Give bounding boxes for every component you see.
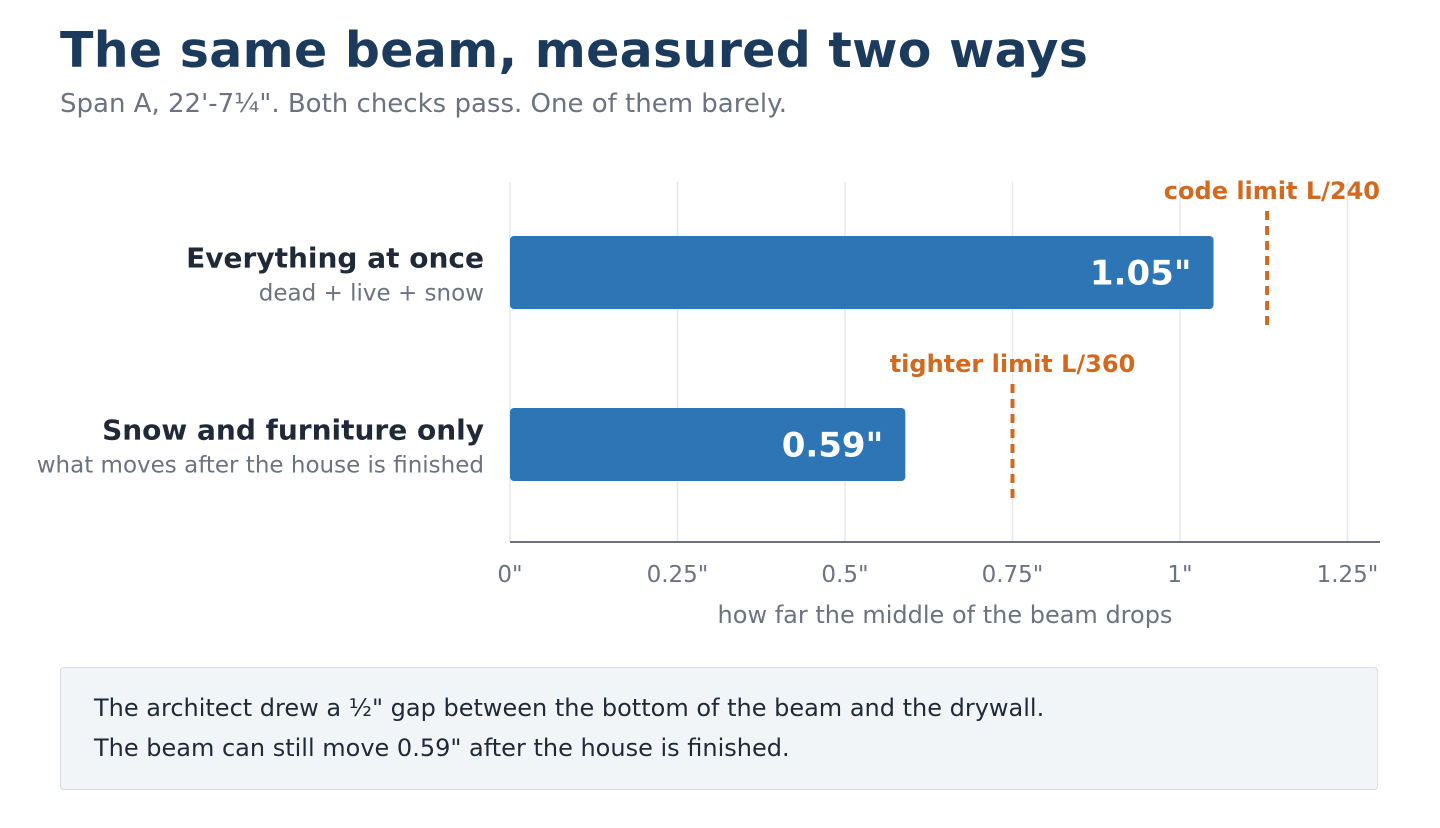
bar-1: [510, 408, 906, 481]
note-line-2: The beam can still move 0.59" after the …: [94, 734, 790, 762]
note-box: The architect drew a ½" gap between the …: [60, 667, 1378, 790]
bar-0: [510, 236, 1214, 309]
x-axis-title: how far the middle of the beam drops: [718, 601, 1173, 629]
x-tick-label-3: 0.75": [982, 562, 1044, 588]
category-labels: Everything at once dead + live + snow Snow…: [37, 242, 484, 479]
chart-title: The same beam, measured two ways: [60, 22, 1089, 79]
limit-label-1: tighter limit L/360: [890, 350, 1136, 378]
note-line-1: The architect drew a ½" gap between the …: [94, 694, 1045, 722]
x-tick-label-5: 1.25": [1317, 562, 1379, 588]
deflection-bar-chart: 1.05" 0.59" code limit L/240 tighter limit…: [37, 177, 1380, 629]
category-sublabel-0: dead + live + snow: [259, 281, 484, 307]
x-tick-label-4: 1": [1167, 562, 1192, 588]
x-tick-label-0: 0": [497, 562, 522, 588]
category-label-1: Snow and furniture only: [102, 414, 484, 447]
bars: 1.05" 0.59": [510, 236, 1214, 481]
bar-value-label-0: 1.05": [1090, 254, 1192, 294]
limit-markers: code limit L/240 tighter limit L/360: [890, 177, 1380, 502]
x-tick-label-1: 0.25": [647, 562, 709, 588]
category-label-0: Everything at once: [186, 242, 484, 275]
limit-label-0: code limit L/240: [1164, 177, 1380, 205]
bar-value-label-1: 0.59": [782, 426, 884, 466]
x-tick-label-2: 0.5": [821, 562, 868, 588]
x-axis: 0" 0.25" 0.5" 0.75" 1" 1.25" how far the middl…: [497, 541, 1380, 629]
category-sublabel-1: what moves after the house is finished: [37, 453, 484, 479]
chart-subtitle: Span A, 22'-7¼". Both checks pass. One o…: [60, 89, 788, 119]
